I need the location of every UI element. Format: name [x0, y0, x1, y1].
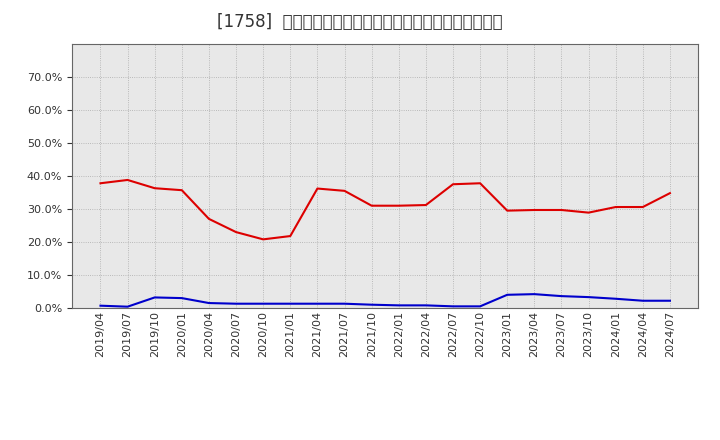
有利子負債 — [232, 301, 240, 306]
有利子負債 — [367, 302, 376, 307]
有利子負債 — [611, 296, 620, 301]
有利子負債 — [204, 301, 213, 306]
現預金 — [286, 233, 294, 238]
有利子負債 — [123, 304, 132, 309]
Text: [1758]  現預金、有利子負債の総資産に対する比率の推移: [1758] 現預金、有利子負債の総資産に対する比率の推移 — [217, 13, 503, 31]
有利子負債 — [530, 291, 539, 297]
現預金 — [123, 177, 132, 183]
現預金 — [150, 186, 159, 191]
有利子負債 — [476, 304, 485, 309]
有利子負債 — [341, 301, 349, 306]
有利子負債 — [150, 295, 159, 300]
有利子負債 — [503, 292, 511, 297]
有利子負債 — [449, 304, 457, 309]
有利子負債 — [313, 301, 322, 306]
現預金 — [421, 202, 430, 208]
有利子負債 — [557, 293, 566, 299]
有利子負債 — [421, 303, 430, 308]
現預金 — [96, 180, 105, 186]
現預金 — [503, 208, 511, 213]
有利子負債 — [665, 298, 674, 304]
有利子負債 — [395, 303, 403, 308]
現預金 — [204, 216, 213, 221]
現預金 — [639, 204, 647, 210]
現預金 — [367, 203, 376, 209]
有利子負債 — [259, 301, 268, 306]
有利子負債 — [639, 298, 647, 304]
現預金 — [665, 191, 674, 196]
Line: 有利子負債: 有利子負債 — [101, 294, 670, 307]
現預金 — [449, 182, 457, 187]
有利子負債 — [584, 294, 593, 300]
現預金 — [313, 186, 322, 191]
有利子負債 — [286, 301, 294, 306]
現預金 — [178, 187, 186, 193]
有利子負債 — [178, 296, 186, 301]
現預金 — [341, 188, 349, 194]
現預金 — [584, 210, 593, 215]
Line: 現預金: 現預金 — [101, 180, 670, 239]
現預金 — [259, 237, 268, 242]
現預金 — [476, 180, 485, 186]
現預金 — [611, 204, 620, 210]
現預金 — [232, 230, 240, 235]
現預金 — [530, 207, 539, 213]
現預金 — [395, 203, 403, 209]
現預金 — [557, 207, 566, 213]
有利子負債 — [96, 303, 105, 308]
